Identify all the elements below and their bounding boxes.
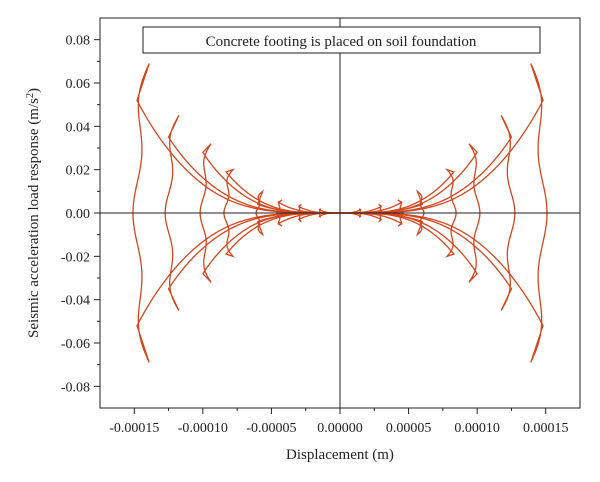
y-tick-label: 0.00 [66,207,91,222]
y-tick-label: 0.04 [66,120,91,135]
x-tick-label: 0.00015 [523,421,569,436]
x-tick-label: 0.00010 [454,421,500,436]
y-tick-label: 0.08 [66,34,91,49]
y-tick-label: -0.04 [61,294,90,309]
y-axis-title-superscript: 2 [25,93,36,98]
annotation-box: Concrete footing is placed on soil found… [142,26,541,54]
y-tick-label: -0.08 [61,380,90,395]
y-tick-label: -0.06 [61,337,90,352]
y-axis-title-end: ) [26,88,42,93]
annotation-text: Concrete footing is placed on soil found… [206,34,477,50]
x-tick-label: 0.00000 [317,421,363,436]
y-tick-label: 0.06 [66,77,91,92]
y-tick-label: -0.02 [61,250,90,265]
y-axis-title-main: Seismic acceleration load response (m/s [26,98,42,338]
tick-group: -0.00015 -0.00010 -0.00005 0.00000 0.00005 0.… [61,34,569,436]
y-axis-title: Seismic acceleration load response (m/s2… [25,88,43,338]
x-axis-title: Displacement (m) [286,447,394,463]
x-tick-label: -0.00010 [178,421,228,436]
x-tick-label: -0.00005 [246,421,296,436]
x-tick-label: -0.00015 [109,421,159,436]
y-tick-label: 0.02 [66,164,91,179]
x-tick-label: 0.00005 [386,421,432,436]
